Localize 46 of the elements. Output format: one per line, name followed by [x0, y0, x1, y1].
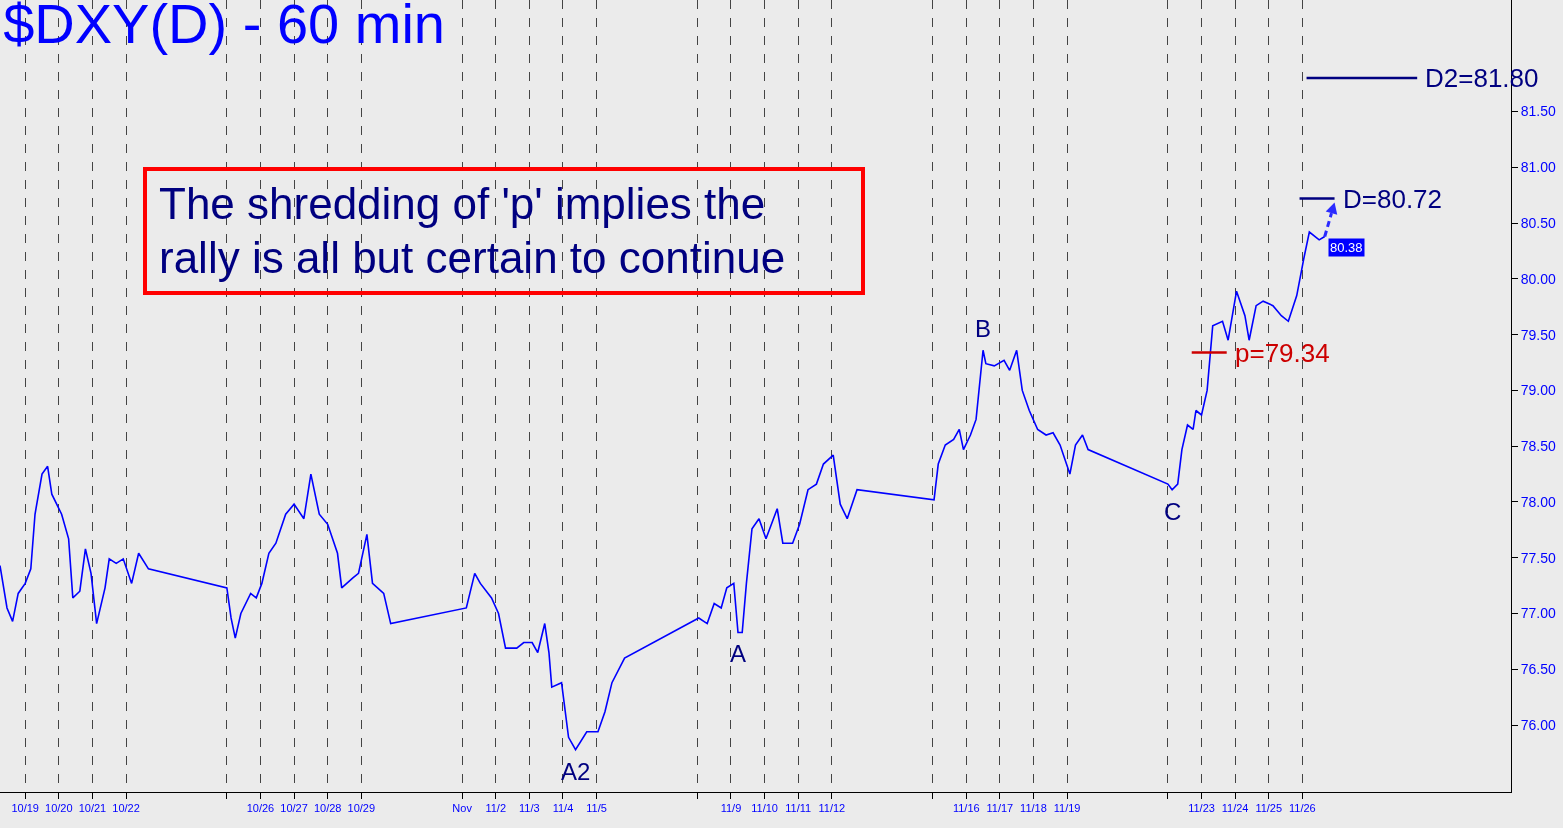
x-tick-label: 11/10 [751, 802, 778, 815]
x-tick-label: 10/22 [112, 802, 140, 815]
annotation: The shredding of 'p' implies the rally is all but certain to continue [143, 167, 865, 295]
x-tick-label: Nov [452, 802, 473, 815]
x-tick-label: 11/2 [485, 802, 507, 815]
x-tick-label: 11/19 [1053, 802, 1081, 815]
annotation: A2 [561, 758, 591, 785]
chart-title: $DXY(D) - 60 min [3, 0, 445, 56]
x-tick-label: 11/11 [785, 802, 812, 815]
x-tick-label: 10/28 [313, 802, 342, 815]
y-tick-label: 79.00 [1520, 382, 1557, 399]
x-tick-label: 11/18 [1020, 802, 1047, 815]
y-tick-label: 80.50 [1520, 215, 1557, 231]
x-tick-label: 10/27 [280, 802, 308, 815]
y-tick-label: 77.50 [1520, 549, 1557, 566]
x-tick-label: 11/16 [952, 802, 980, 815]
y-tick-label: 81.00 [1520, 159, 1557, 176]
x-tick-label: 11/4 [552, 802, 574, 815]
y-tick-label: 79.50 [1520, 326, 1557, 343]
y-tick-label: 77.00 [1520, 605, 1557, 622]
x-tick-label: 11/12 [818, 802, 846, 815]
x-tick-label: 11/25 [1255, 802, 1283, 815]
y-tick-label: 76.00 [1520, 716, 1557, 733]
x-tick-label: 11/9 [720, 802, 742, 815]
annotation: C [1164, 498, 1182, 525]
x-tick-label: 10/26 [246, 802, 275, 815]
x-tick-label: 11/5 [586, 802, 607, 815]
x-tick-label: 11/26 [1288, 802, 1316, 815]
x-tick-label: 10/20 [45, 802, 73, 815]
annotation: 80.38 [1330, 240, 1363, 255]
x-tick-label: 11/24 [1221, 802, 1249, 815]
series-label: p=79.34 [1235, 338, 1330, 368]
annotation: B [975, 315, 992, 342]
x-tick-label: 10/19 [11, 802, 39, 815]
series-label: D=80.72 [1343, 184, 1443, 214]
x-tick-label: 10/21 [78, 802, 107, 815]
x-tick-label: 10/29 [347, 802, 376, 815]
y-tick-label: 81.50 [1520, 103, 1557, 120]
y-tick-label: 80.00 [1520, 270, 1557, 287]
y-tick-label: 78.00 [1520, 493, 1557, 510]
x-tick-label: 11/3 [519, 802, 540, 815]
y-tick-label: 78.50 [1520, 438, 1557, 455]
x-tick-label: 11/23 [1188, 802, 1215, 815]
x-tick-label: 11/17 [986, 802, 1014, 815]
y-tick-label: 76.50 [1520, 661, 1557, 678]
annotation: A [730, 640, 747, 667]
